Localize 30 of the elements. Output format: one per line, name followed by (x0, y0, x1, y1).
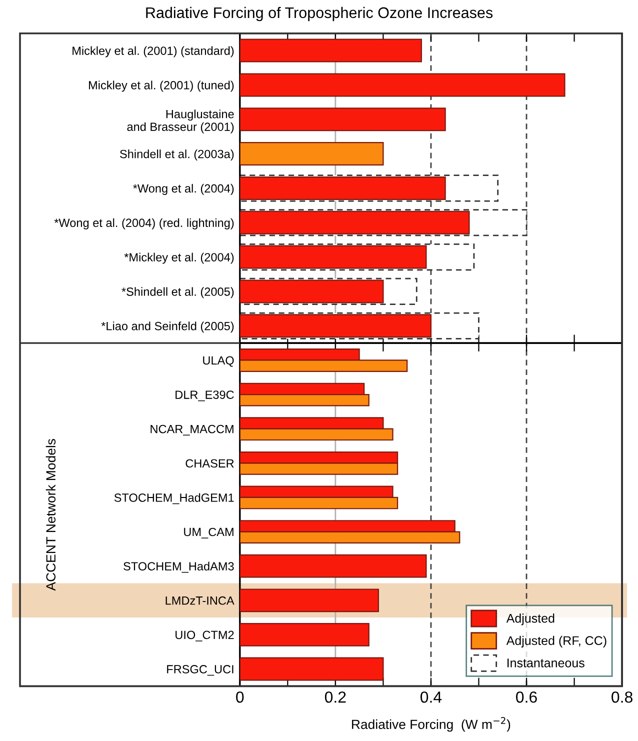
y-axis-title: ACCENT Network Models (46, 438, 56, 591)
chart-title: Radiative Forcing of Tropospheric Ozone Increases (146, 6, 493, 22)
x-tick-label: 0 (236, 691, 244, 703)
y-tick-label: DLR_E39C (176, 390, 234, 402)
y-tick-label: STOCHEM_HadGEM1 (114, 493, 234, 504)
y-tick-label: Shindell et al. (2003a) (120, 150, 234, 161)
y-tick-label: FRSGC_UCI (167, 665, 234, 676)
x-tick-label: 0.6 (516, 691, 537, 703)
y-tick-label: STOCHEM_HadAM3 (124, 562, 234, 573)
y-tick-label: *Wong et al. (2004) (133, 184, 234, 195)
y-tick-label: LMDzT-INCA (166, 596, 234, 605)
y-tick-label: NCAR_MACCM (150, 424, 234, 436)
y-tick-label: *Shindell et al. (2005) (122, 287, 234, 298)
legend-label: Adjusted (RF, CC) (506, 636, 606, 648)
y-tick-label: *Mickley et al. (2004) (124, 252, 234, 264)
y-tick-label: ULAQ (203, 356, 234, 367)
y-tick-label: *Liao and Seinfeld (2005) (101, 322, 234, 333)
y-tick-label: UIO_CTM2 (176, 630, 234, 642)
y-tick-label: CHASER (186, 459, 234, 468)
x-tick-label: 0.4 (420, 691, 442, 703)
y-tick-label: Hauglustaine and Brasseur (2001) (127, 110, 234, 134)
y-tick-label: Mickley et al. (2001) (standard) (72, 46, 234, 58)
legend-label: Adjusted (506, 614, 554, 626)
y-tick-label: Mickley et al. (2001) (tuned) (88, 80, 234, 92)
legend-label: Instantaneous (507, 658, 584, 668)
y-tick-label: UM_CAM (184, 528, 234, 538)
y-tick-label: *Wong et al. (2004) (red. lightning) (54, 218, 234, 230)
x-tick-label: 0.8 (612, 691, 632, 703)
x-tick-label: 0.2 (324, 691, 346, 703)
x-axis-title: Radiative Forcing (W m$^{−2}$) (352, 717, 510, 732)
